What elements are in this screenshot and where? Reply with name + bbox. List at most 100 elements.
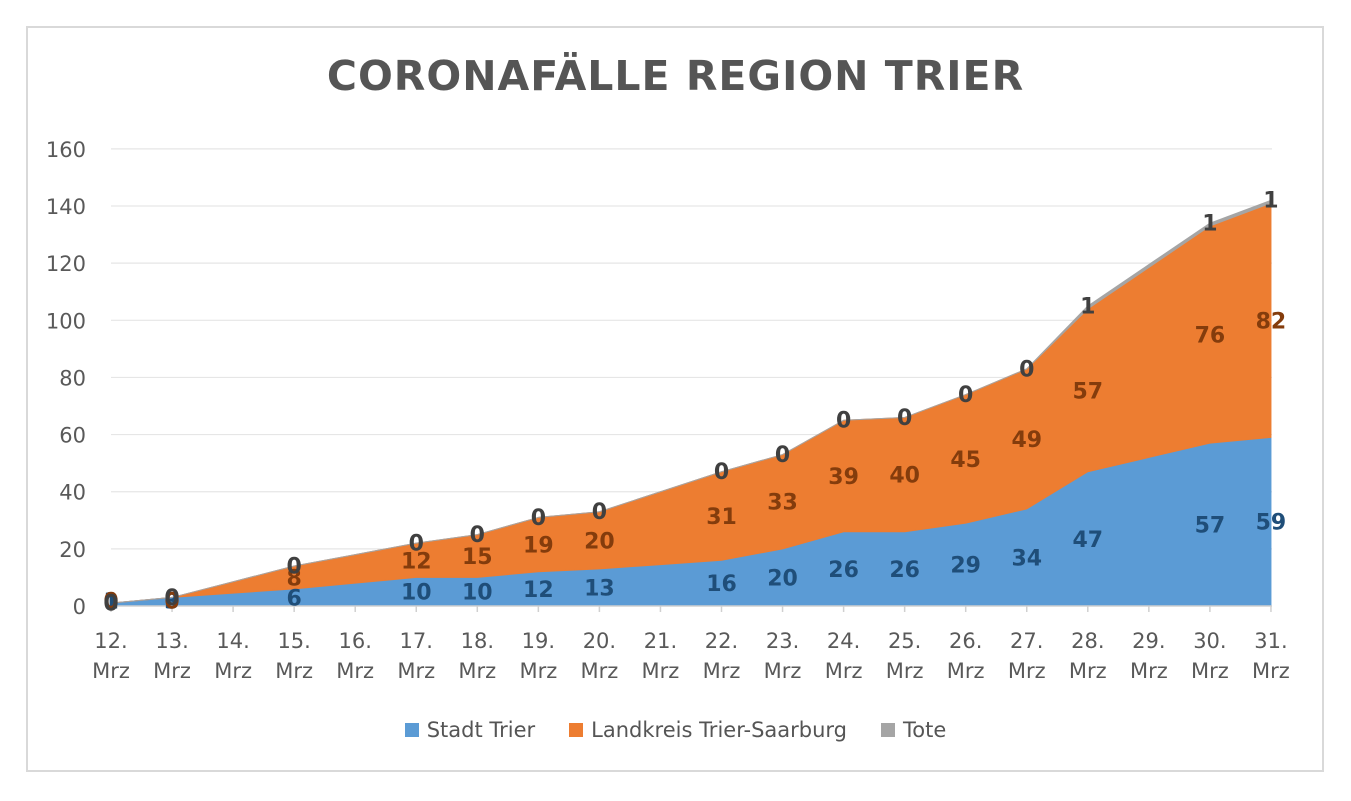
x-tick-label-line: Mrz [825,659,863,683]
data-label: 0 [531,506,546,531]
x-tick-label-line: Mrz [1008,659,1046,683]
x-axis [110,605,1272,612]
x-tick-label-line: 23. [766,629,799,653]
legend-swatch-tote [881,723,896,737]
legend-item-landkreis: Landkreis Trier-Saarburg [569,718,847,742]
legend-label-stadt-trier: Stadt Trier [426,718,536,742]
data-label: 8 [286,566,301,591]
y-tick-label: 100 [46,309,86,333]
data-label: 12 [401,549,432,574]
legend-swatch-stadt-trier [404,723,419,737]
x-tick-label-line: 15. [277,629,310,653]
x-tick-label-line: 26. [949,629,982,653]
x-tick-label-line: Mrz [519,659,557,683]
data-label: 1 [1263,189,1278,214]
data-label: 40 [889,464,920,489]
x-tick-label-line: 13. [155,629,188,653]
x-tick-label-line: Mrz [642,659,680,683]
x-tick-label-line: 14. [216,629,249,653]
x-tick-label: 26. Mrz [947,629,985,683]
x-tick-label: 30. Mrz [1191,629,1229,683]
data-label: 0 [714,460,729,485]
data-label: 49 [1011,428,1042,453]
legend-label-tote: Tote [903,718,947,742]
data-label: 0 [103,589,118,614]
data-label: 1 [1080,294,1095,319]
y-tick-label: 0 [73,595,86,619]
x-tick-label-line: Mrz [1130,659,1168,683]
y-tick-label: 120 [46,252,86,276]
data-label: 20 [584,529,615,554]
chart-title: CORONAFÄLLE REGION TRIER [326,52,1025,100]
data-label: 34 [1011,546,1042,571]
data-label: 76 [1195,324,1226,349]
legend-label-landkreis: Landkreis Trier-Saarburg [591,718,848,742]
x-tick-label-line: Mrz [764,659,802,683]
x-tick-label-line: Mrz [458,659,496,683]
area-tote [110,199,1272,604]
x-tick-label-line: 20. [583,629,616,653]
data-label: 0 [409,532,424,557]
x-tick-label-line: 30. [1193,629,1226,653]
legend-item-stadt-trier: Stadt Trier [404,718,536,742]
x-tick-label: 29. Mrz [1130,629,1168,683]
x-tick-label-line: Mrz [1069,659,1107,683]
y-tick-label: 20 [59,538,86,562]
x-tick-label-line: Mrz [1252,659,1290,683]
x-tick-label-line: 28. [1071,629,1104,653]
x-tick-label-line: Mrz [1191,659,1229,683]
x-tick-label: 12. Mrz [92,629,130,683]
x-tick-label: 31. Mrz [1252,629,1290,683]
y-axis-tick-labels: 0 20 40 60 80 100 120 140 160 [46,138,86,619]
data-label: 26 [889,558,920,583]
data-label: 0 [592,500,607,525]
data-label: 6 [286,586,301,611]
x-tick-label-line: 21. [644,629,677,653]
x-tick-label: 23. Mrz [764,629,802,683]
x-tick-label-line: 17. [400,629,433,653]
data-label: 45 [950,448,981,473]
data-label: 39 [828,465,859,490]
data-label: 29 [950,554,981,579]
x-tick-label-line: Mrz [947,659,985,683]
legend-item-tote: Tote [881,718,946,742]
x-tick-label-line: Mrz [275,659,313,683]
legend-swatch-landkreis [569,723,584,737]
data-label: 10 [401,581,432,606]
x-tick-label-line: Mrz [153,659,191,683]
data-label: 33 [767,491,798,516]
data-label: 3 [164,589,179,614]
x-tick-label-line: Mrz [886,659,924,683]
x-tick-label-line: Mrz [92,659,130,683]
data-label: 26 [828,558,859,583]
y-tick-label: 160 [46,138,86,162]
data-label: 0 [286,554,301,579]
x-tick-label-line: Mrz [581,659,619,683]
x-tick-label-line: 18. [461,629,494,653]
x-tick-label: 27. Mrz [1008,629,1046,683]
x-axis-tick-labels: 12. Mrz 13. Mrz 14. Mrz 15. Mrz 16. Mrz 17. Mrz 18. M… [92,629,1290,683]
x-tick-label-line: Mrz [336,659,374,683]
data-label: 10 [462,581,493,606]
x-tick-label: 15. Mrz [275,629,313,683]
x-tick-label-line: Mrz [397,659,435,683]
x-tick-label: 14. Mrz [214,629,252,683]
x-tick-label-line: Mrz [703,659,741,683]
y-tick-label: 80 [59,366,86,390]
x-tick-label: 18. Mrz [458,629,496,683]
data-label: 1 [1202,212,1217,237]
x-tick-label: 24. Mrz [825,629,863,683]
data-label: 12 [523,578,554,603]
x-tick-label: 22. Mrz [703,629,741,683]
data-label: 82 [1256,309,1287,334]
x-tick-label: 28. Mrz [1069,629,1107,683]
x-tick-label: 20. Mrz [581,629,619,683]
data-label: 59 [1256,511,1287,536]
x-tick-label-line: 29. [1132,629,1165,653]
data-label: 57 [1072,379,1103,404]
data-label: 0 [836,409,851,434]
y-tick-label: 60 [59,424,86,448]
data-label: 1 [103,589,118,614]
data-label: 31 [706,505,737,530]
